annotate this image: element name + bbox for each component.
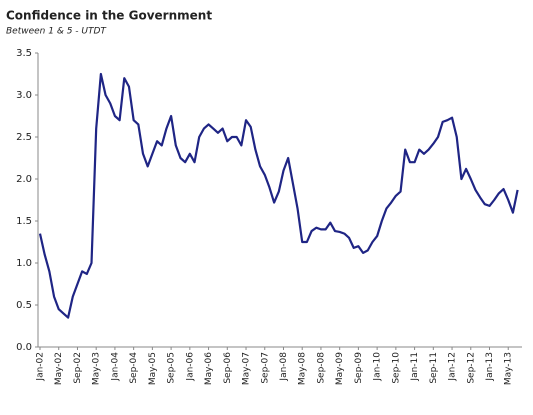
x-tick-label: Jan-06 bbox=[185, 352, 195, 382]
x-tick-label: Jan-08 bbox=[279, 352, 289, 382]
x-tick-label: Sep-12 bbox=[466, 352, 476, 384]
x-tick-label: Sep-08 bbox=[316, 352, 326, 384]
x-tick-label: Sep-06 bbox=[223, 352, 233, 384]
x-tick-label: Sep-04 bbox=[129, 352, 139, 384]
y-tick-label: 2.0 bbox=[16, 174, 32, 185]
x-tick-label: Sep-02 bbox=[73, 352, 83, 384]
y-tick-label: 3.0 bbox=[16, 90, 32, 101]
y-tick-label: 1.0 bbox=[16, 258, 32, 269]
x-tick-label: May-08 bbox=[298, 352, 308, 385]
x-tick-label: Sep-11 bbox=[429, 352, 439, 384]
x-tick-label: May-05 bbox=[148, 352, 158, 385]
x-tick-label: Sep-05 bbox=[167, 352, 177, 384]
x-tick-label: May-02 bbox=[54, 352, 64, 385]
x-tick-label: Jan-13 bbox=[485, 352, 495, 382]
x-tick-label: Sep-09 bbox=[354, 352, 364, 384]
y-tick-label: 0.5 bbox=[16, 300, 32, 311]
y-tick-label: 3.5 bbox=[16, 48, 32, 59]
data-line bbox=[38, 72, 519, 319]
y-tick-label: 0.0 bbox=[16, 342, 32, 353]
y-tick-label: 2.5 bbox=[16, 132, 32, 143]
x-tick-label: Jan-10 bbox=[373, 352, 383, 382]
chart-subtitle: Between 1 & 5 - UTDT bbox=[6, 27, 107, 37]
x-tick-label: May-06 bbox=[204, 352, 214, 385]
x-tick-label: May-07 bbox=[242, 352, 252, 385]
x-tick-label: Jan-02 bbox=[36, 352, 46, 382]
x-tick-label: Sep-10 bbox=[391, 352, 401, 384]
y-tick-label: 1.5 bbox=[16, 216, 32, 227]
x-tick-label: May-13 bbox=[504, 352, 514, 385]
x-tick-label: May-03 bbox=[92, 352, 102, 385]
x-tick-label: May-09 bbox=[335, 352, 345, 385]
chart-title: Confidence in the Government bbox=[6, 9, 212, 23]
x-tick-label: Jan-04 bbox=[110, 352, 120, 382]
x-tick-label: Sep-07 bbox=[260, 352, 270, 384]
x-tick-label: Jan-12 bbox=[448, 352, 458, 382]
x-tick-label: Jan-11 bbox=[410, 352, 420, 382]
